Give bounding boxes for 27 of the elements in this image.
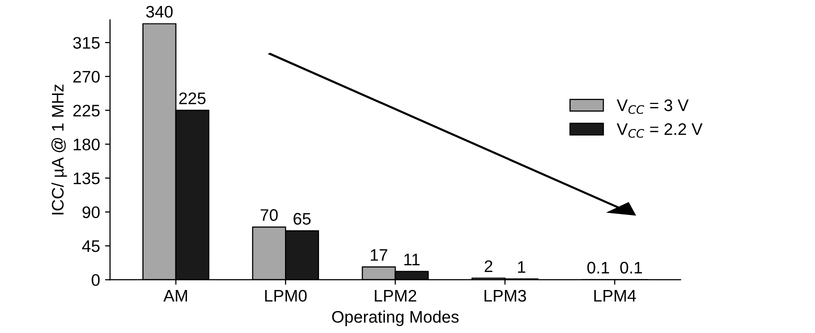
- x-tick-label: LPM0: [265, 290, 307, 302]
- y-tick-label: 315: [73, 36, 100, 49]
- data-label: 65: [294, 212, 311, 225]
- data-label: 0.1: [620, 262, 642, 274]
- data-label: 2: [484, 260, 492, 272]
- data-label: 70: [260, 209, 278, 221]
- y-tick-label: 270: [73, 70, 100, 83]
- data-label: 225: [179, 92, 206, 104]
- y-tick-label: 90: [82, 206, 100, 218]
- y-tick-label: 180: [74, 138, 100, 150]
- x-tick-label: AM: [163, 290, 187, 302]
- data-label: 11: [404, 254, 420, 266]
- y-tick-label: 225: [73, 104, 100, 117]
- x-tick-label: LPM4: [594, 290, 636, 302]
- y-axis-title: ICC/ µA @ 1 MHz: [51, 84, 67, 214]
- x-tick-label: LPM3: [484, 290, 526, 302]
- data-label: 340: [146, 6, 173, 18]
- data-label: 0.1: [587, 262, 610, 274]
- x-tick-label: LPM2: [374, 290, 416, 302]
- y-tick-label: 45: [82, 240, 100, 252]
- legend-label: V$_{CC}$ = 2.2 V: [616, 123, 703, 138]
- y-tick-label: 135: [74, 172, 100, 184]
- legend-label: V$_{CC}$ = 3 V: [616, 99, 689, 114]
- data-label: 17: [370, 249, 388, 261]
- y-tick-label: 0: [92, 274, 100, 286]
- x-axis-title: Operating Modes: [332, 310, 459, 326]
- data-label: 1: [518, 261, 526, 273]
